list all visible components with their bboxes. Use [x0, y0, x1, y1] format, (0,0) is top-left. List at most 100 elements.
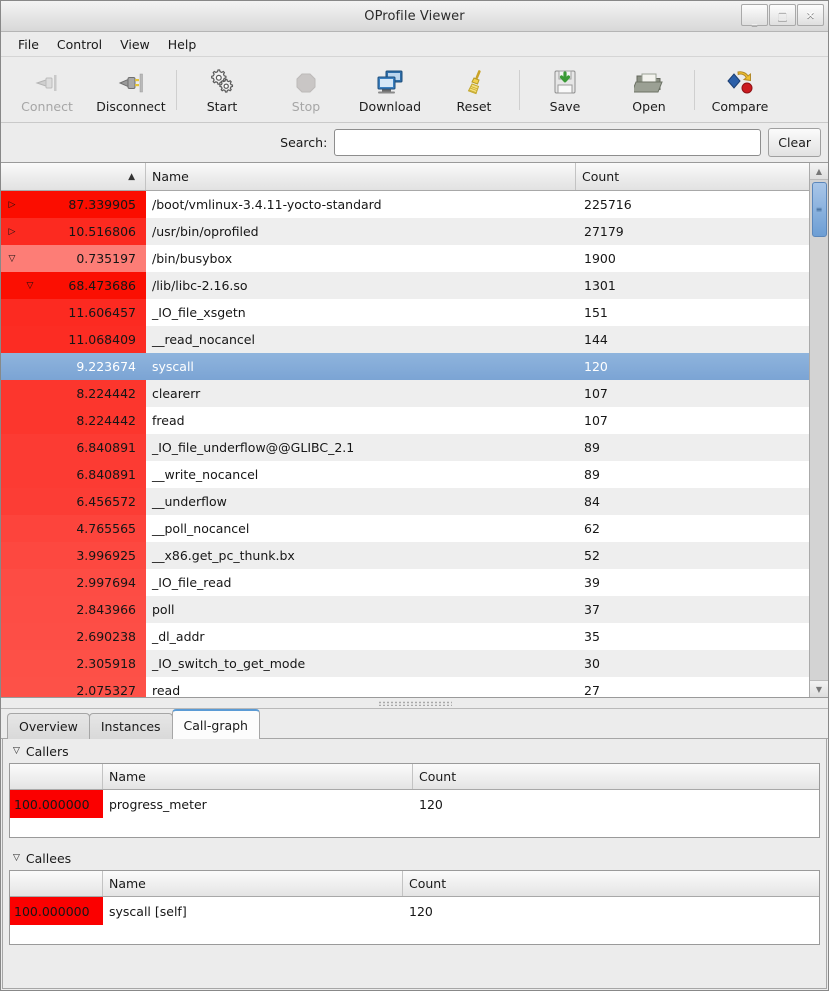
- table-row[interactable]: 6.840891 __write_nocancel 89: [1, 461, 828, 488]
- callers-column-percent[interactable]: [10, 764, 103, 789]
- tab-instances[interactable]: Instances: [88, 713, 173, 739]
- column-header-name[interactable]: Name: [146, 163, 576, 190]
- row-expander-open-icon[interactable]: ▽: [8, 253, 16, 264]
- download-button[interactable]: Download: [348, 59, 432, 121]
- table-row[interactable]: 2.305918 _IO_switch_to_get_mode 30: [1, 650, 828, 677]
- row-count-cell: 1301: [584, 278, 616, 293]
- save-button[interactable]: Save: [523, 59, 607, 121]
- table-row[interactable]: 2.843966 poll 37: [1, 596, 828, 623]
- compare-button[interactable]: Compare: [698, 59, 782, 121]
- disconnect-label: Disconnect: [96, 98, 166, 114]
- callees-row[interactable]: 100.000000 syscall [self] 120: [10, 897, 819, 925]
- table-row[interactable]: ▷ 87.339905/boot/vmlinux-3.4.11-yocto-sta…: [1, 191, 828, 218]
- start-gears-icon: [207, 66, 237, 96]
- connect-button[interactable]: Connect: [5, 59, 89, 121]
- row-expander-closed-icon[interactable]: ▷: [8, 226, 16, 237]
- table-row[interactable]: ▽ 68.473686/lib/libc-2.16.so 1301: [1, 272, 828, 299]
- scroll-down-icon[interactable]: ▼: [809, 680, 828, 697]
- row-percent-cell: 11.606457: [1, 299, 146, 326]
- save-label: Save: [549, 98, 581, 114]
- maximize-button[interactable]: □: [769, 4, 796, 26]
- search-label: Search:: [280, 135, 328, 150]
- row-count-cell: 1900: [584, 251, 616, 266]
- row-percent-value: 8.224442: [76, 413, 136, 428]
- callers-column-name[interactable]: Name: [103, 764, 413, 789]
- row-percent-value: 4.765565: [76, 521, 136, 536]
- close-button[interactable]: ✕: [797, 4, 824, 26]
- search-input[interactable]: [334, 129, 762, 156]
- row-percent-value: 9.223674: [76, 359, 136, 374]
- menu-item-control[interactable]: Control: [56, 36, 103, 52]
- open-button[interactable]: Open: [607, 59, 691, 121]
- window-controls: _ □ ✕: [741, 4, 824, 26]
- row-name-cell: __read_nocancel: [152, 332, 255, 347]
- scroll-up-icon[interactable]: ▲: [809, 163, 828, 180]
- row-expander-open-icon[interactable]: ▽: [26, 280, 34, 291]
- row-name-cell: read: [152, 683, 181, 697]
- callees-row-name: syscall [self]: [109, 903, 187, 919]
- callers-expander[interactable]: ▽ Callers: [3, 739, 826, 763]
- row-count-cell: 35: [584, 629, 600, 644]
- row-name-cell: __write_nocancel: [152, 467, 259, 482]
- toolbar-separator-1: [176, 69, 177, 110]
- row-percent-cell: 2.843966: [1, 596, 146, 623]
- disconnect-button[interactable]: Disconnect: [89, 59, 173, 121]
- connect-icon: [33, 66, 61, 96]
- start-button[interactable]: Start: [180, 59, 264, 121]
- menu-item-file[interactable]: File: [18, 36, 39, 52]
- row-count-cell: 37: [584, 602, 600, 617]
- row-expander-closed-icon[interactable]: ▷: [8, 199, 16, 210]
- table-row[interactable]: 6.840891 _IO_file_underflow@@GLIBC_2.1 89: [1, 434, 828, 461]
- profile-tree-view: ▲ Name Count ▷ 87.339905/boot/vmlinux-3.4…: [1, 163, 828, 698]
- toolbar: Connect Disconnect: [1, 57, 828, 123]
- clear-button[interactable]: Clear: [768, 128, 821, 157]
- table-row[interactable]: 4.765565 __poll_nocancel 62: [1, 515, 828, 542]
- table-row[interactable]: 11.068409 __read_nocancel 144: [1, 326, 828, 353]
- table-row[interactable]: 11.606457 _IO_file_xsgetn 151: [1, 299, 828, 326]
- toolbar-separator-2: [519, 69, 520, 110]
- reset-button[interactable]: Reset: [432, 59, 516, 121]
- column-header-count[interactable]: Count: [582, 169, 620, 184]
- scrollbar-thumb[interactable]: ≡: [811, 182, 827, 237]
- row-name-cell: _IO_file_underflow@@GLIBC_2.1: [152, 440, 355, 455]
- callees-header: Name Count: [10, 871, 819, 897]
- row-percent-value: 6.456572: [76, 494, 136, 509]
- stop-button[interactable]: Stop: [264, 59, 348, 121]
- table-row[interactable]: 8.224442 fread 107: [1, 407, 828, 434]
- row-percent-value: 8.224442: [76, 386, 136, 401]
- table-row[interactable]: 6.456572 __underflow 84: [1, 488, 828, 515]
- call-graph-panel: ▽ Callers Name Count 100.000000 progress…: [2, 739, 827, 989]
- table-row[interactable]: 2.690238 _dl_addr 35: [1, 623, 828, 650]
- profile-table-scrollbar[interactable]: ▲ ≡ ▼: [809, 163, 828, 697]
- table-row[interactable]: 9.223674 syscall 120: [1, 353, 828, 380]
- table-row[interactable]: ▽ 0.735197/bin/busybox 1900: [1, 245, 828, 272]
- tab-overview[interactable]: Overview: [7, 713, 90, 739]
- row-percent-value: 3.996925: [76, 548, 136, 563]
- tab-call-graph[interactable]: Call-graph: [171, 709, 260, 739]
- callees-column-count[interactable]: Count: [409, 876, 447, 891]
- table-row[interactable]: 8.224442 clearerr 107: [1, 380, 828, 407]
- callers-group: ▽ Callers Name Count 100.000000 progress…: [3, 739, 826, 838]
- callees-expander[interactable]: ▽ Callees: [3, 846, 826, 870]
- row-percent-value: 0.735197: [76, 251, 136, 266]
- panel-splitter[interactable]: [1, 698, 828, 709]
- table-row[interactable]: ▷ 10.516806/usr/bin/oprofiled 27179: [1, 218, 828, 245]
- minimize-button[interactable]: _: [741, 4, 768, 26]
- table-row[interactable]: 2.997694 _IO_file_read 39: [1, 569, 828, 596]
- table-row[interactable]: 3.996925 __x86.get_pc_thunk.bx 52: [1, 542, 828, 569]
- callees-column-percent[interactable]: [10, 871, 103, 896]
- column-header-percent[interactable]: ▲: [1, 163, 146, 190]
- menu-item-view[interactable]: View: [120, 36, 150, 52]
- row-percent-value: 11.068409: [68, 332, 136, 347]
- callers-column-count[interactable]: Count: [419, 769, 457, 784]
- profile-table-body: ▷ 87.339905/boot/vmlinux-3.4.11-yocto-sta…: [1, 191, 828, 697]
- row-percent-cell: 2.690238: [1, 623, 146, 650]
- row-percent-cell: ▽ 68.473686: [1, 272, 146, 299]
- bottom-panel: Overview Instances Call-graph ▽ Callers …: [1, 709, 828, 990]
- callees-column-name[interactable]: Name: [103, 871, 403, 896]
- table-row[interactable]: 2.075327 read 27: [1, 677, 828, 697]
- row-percent-cell: 2.305918: [1, 650, 146, 677]
- callers-listbox: Name Count 100.000000 progress_meter 120: [9, 763, 820, 838]
- callers-row[interactable]: 100.000000 progress_meter 120: [10, 790, 819, 818]
- menu-item-help[interactable]: Help: [167, 36, 197, 52]
